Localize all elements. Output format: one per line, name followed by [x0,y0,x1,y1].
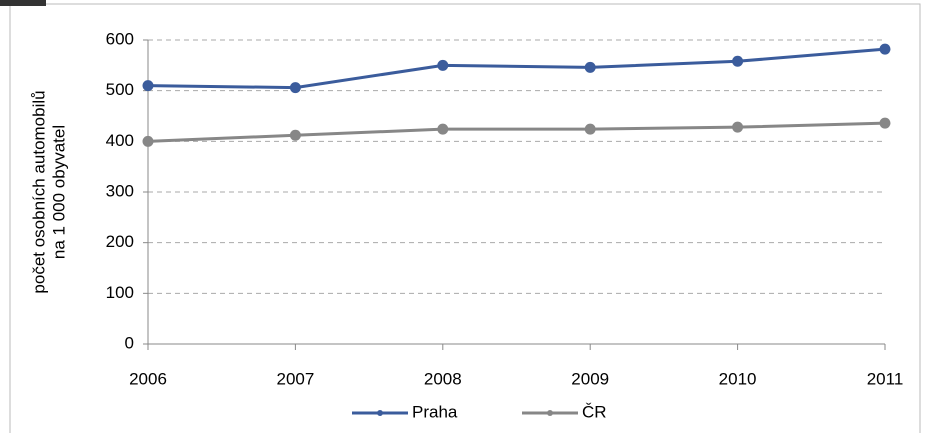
data-point [142,135,154,147]
legend-marker [547,410,553,416]
data-point [289,129,301,141]
y-tick-label: 100 [106,283,134,302]
data-point [437,59,449,71]
data-point [879,117,891,129]
x-tick-label: 2006 [129,369,167,388]
y-tick-label: 0 [125,333,134,352]
data-point [732,121,744,133]
legend-label: Praha [412,402,458,421]
y-tick-label: 600 [106,29,134,48]
series-line [147,47,886,90]
y-tick-label: 200 [106,232,134,251]
data-point [732,55,744,67]
chart-frame [9,3,921,433]
y-axis-title-line: počet osobních automobilů [29,90,48,293]
x-tick-label: 2007 [276,369,314,388]
data-point [437,123,449,135]
x-tick-label: 2009 [571,369,609,388]
y-axis-title: počet osobních automobilů na 1 000 obyva… [29,90,68,293]
legend-label: ČR [582,402,607,421]
y-tick-label: 500 [106,80,134,99]
data-point [879,43,891,55]
y-axis-title-line: na 1 000 obyvatel [49,125,68,259]
x-tick-label: 2008 [424,369,462,388]
x-tick-label: 2010 [719,369,757,388]
y-tick-label: 300 [106,181,134,200]
x-tick-label: 2011 [867,369,904,388]
data-point [584,61,596,73]
legend-marker [377,410,383,416]
series-line [147,121,886,143]
data-point [142,80,154,92]
data-point [289,82,301,94]
y-tick-label: 400 [106,131,134,150]
frame-corner [0,0,46,6]
data-point [584,123,596,135]
